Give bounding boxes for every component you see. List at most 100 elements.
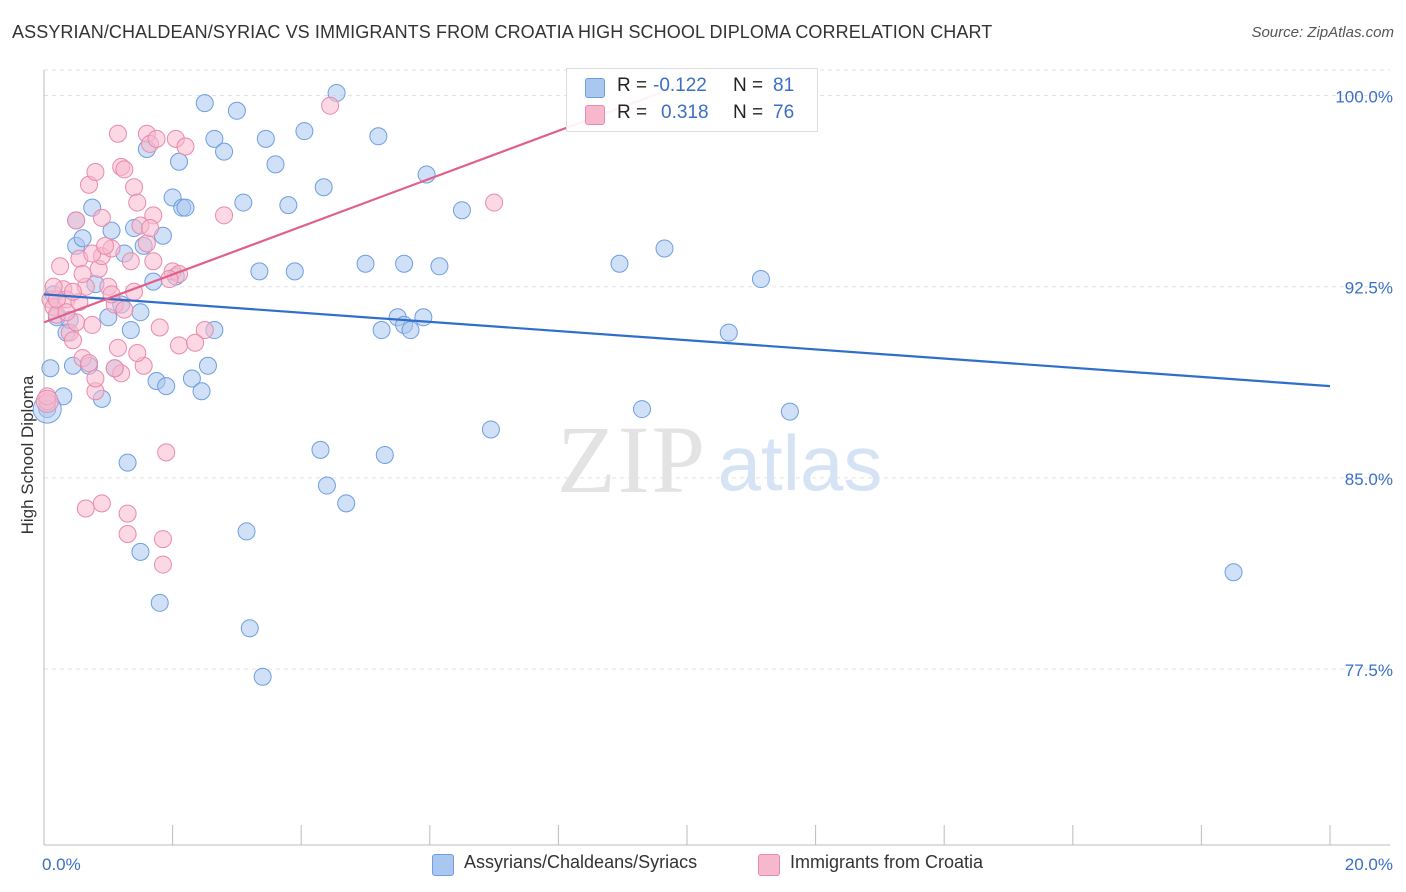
axes [43,70,1390,846]
data-point [234,193,253,212]
correlation-legend: R = -0.122 N = 81 R = 0.318 N = 76 [566,68,818,132]
data-point [176,198,195,217]
data-point [337,494,356,513]
series-croatia-points [35,96,504,574]
data-point [80,354,99,373]
legend-n-value: 81 [773,75,795,96]
data-point [176,137,195,156]
data-point [76,499,95,518]
x-tick-label: 0.0% [42,855,81,874]
data-point [147,129,166,148]
data-point [240,619,259,638]
legend-swatch-assyrians [585,78,605,98]
data-point [102,221,121,240]
data-point [215,206,234,225]
data-point [279,196,298,215]
data-point [295,122,314,141]
data-point [137,234,156,253]
data-point [125,178,144,197]
bottom-legend-label-croatia: Immigrants from Croatia [790,852,984,872]
data-point [485,193,504,212]
data-point [141,219,160,238]
bottom-legend-swatch-assyrians [432,854,454,876]
data-point [285,262,304,281]
data-point [170,152,189,171]
y-tick-label: 77.5% [1345,661,1393,680]
data-point [266,155,285,174]
data-point [92,494,111,513]
legend-r-value: -0.122 [653,75,707,96]
legend-r-value: 0.318 [661,102,709,123]
data-point [105,359,124,378]
data-point [317,476,336,495]
data-point [86,369,105,388]
data-point [128,343,147,362]
tick-labels: 77.5% 85.0% 92.5% 100.0% 0.0% 20.0% [42,87,1393,874]
data-point [414,308,433,327]
data-point [73,229,92,248]
data-point [83,315,102,334]
data-point [67,211,86,230]
data-point [375,445,394,464]
data-point [73,264,92,283]
data-point [430,257,449,276]
data-point [215,142,234,161]
data-point [63,331,82,350]
data-point [121,252,140,271]
legend-r-label: R = [617,102,648,123]
data-point [356,254,375,273]
data-point [632,400,651,419]
source-credit: Source: ZipAtlas.com [1251,24,1394,41]
data-point [610,254,629,273]
data-point [128,193,147,212]
data-point [256,129,275,148]
data-point [115,160,134,179]
data-point [372,321,391,340]
y-tick-label: 92.5% [1345,279,1393,298]
chart-title: ASSYRIAN/CHALDEAN/SYRIAC VS IMMIGRANTS F… [12,22,993,42]
y-tick-label: 85.0% [1345,470,1393,489]
data-point [118,504,137,523]
data-point [86,162,105,181]
data-point [150,593,169,612]
x-tick-label: 20.0% [1345,855,1393,874]
data-point [198,356,217,375]
y-tick-label: 100.0% [1335,87,1393,106]
data-point [96,236,115,255]
data-point [1224,563,1243,582]
data-point [237,522,256,541]
data-point [153,555,172,574]
data-point [186,333,205,352]
legend-r-label: R = [617,75,648,96]
data-point [780,402,799,421]
data-point [131,303,150,322]
watermark-zip: ZIP [557,406,707,513]
data-point [115,300,134,319]
data-point [118,453,137,472]
data-point [192,382,211,401]
data-point [452,201,471,220]
data-point [118,524,137,543]
data-point [205,129,224,148]
data-point [314,178,333,197]
data-point [157,377,176,396]
data-point [227,101,246,120]
data-point [150,318,169,337]
data-point [195,94,214,113]
data-point [153,530,172,549]
data-point [170,336,189,355]
data-point [751,270,770,289]
data-point [35,389,59,413]
gridlines [44,69,1390,670]
data-point [92,208,111,227]
data-point [182,369,201,388]
data-point [108,124,127,143]
data-point [369,127,388,146]
data-point [401,321,420,340]
data-point [481,420,500,439]
trend-line [43,293,1331,388]
legend-n-value: 76 [773,102,795,123]
data-point [44,277,63,296]
data-point [719,323,738,342]
